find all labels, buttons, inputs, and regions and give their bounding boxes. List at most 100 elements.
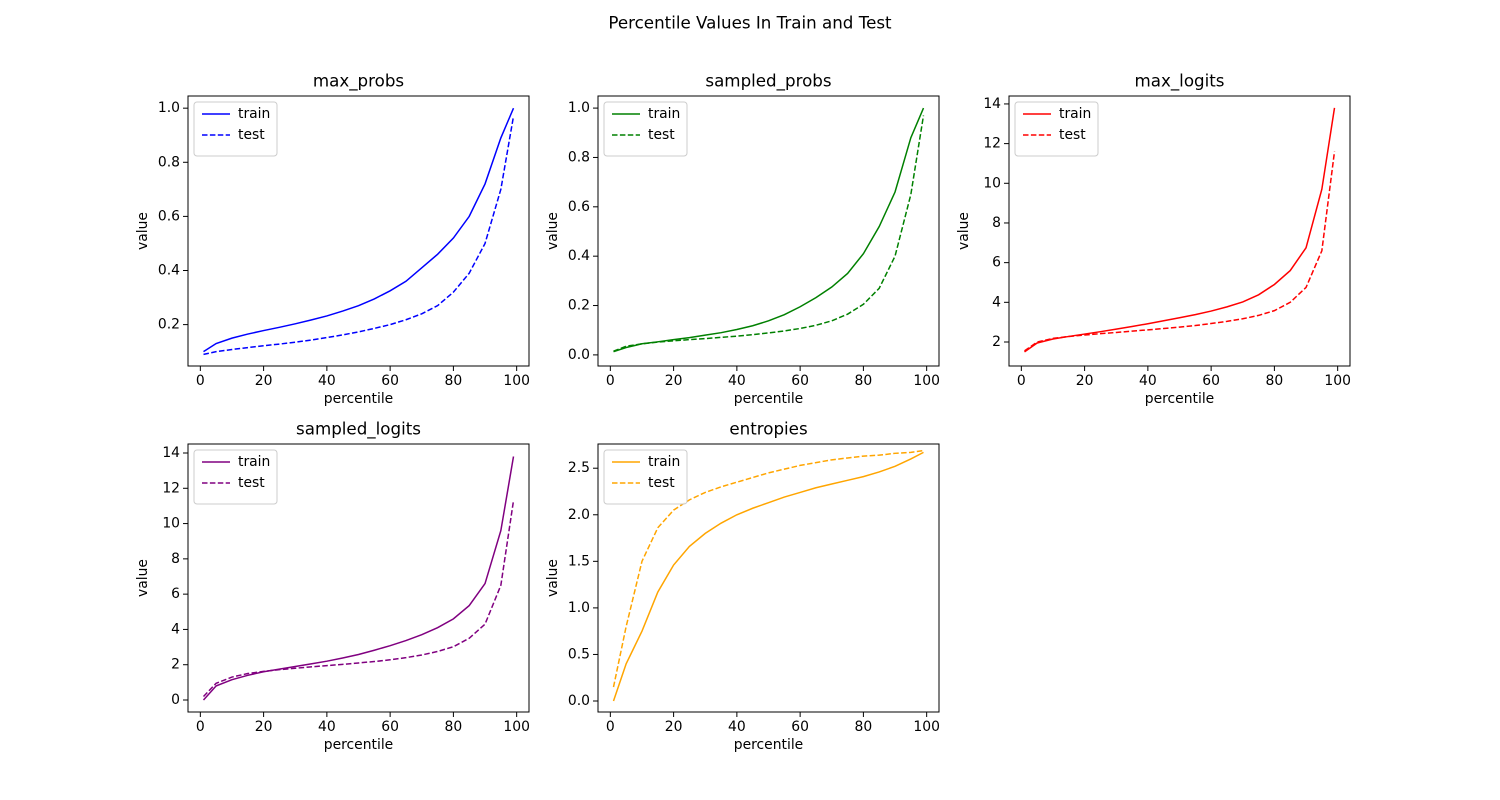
y-tick-label: 2 xyxy=(992,334,1001,350)
y-tick-label: 12 xyxy=(983,136,1001,152)
x-tick-label: 80 xyxy=(445,719,463,735)
y-tick-label: 0.0 xyxy=(568,693,590,709)
series-line xyxy=(203,116,515,356)
legend-box xyxy=(1014,101,1099,157)
y-tick-label: 0.2 xyxy=(568,298,590,314)
y-axis-label: value xyxy=(545,212,561,250)
legend-label: test xyxy=(238,127,265,143)
x-tick-label: 0 xyxy=(196,373,205,389)
y-tick-label: 6 xyxy=(992,255,1001,271)
legend-box xyxy=(193,449,278,505)
y-axis-label: value xyxy=(135,559,151,597)
y-axis-label: value xyxy=(545,559,561,597)
x-tick-label: 60 xyxy=(381,373,399,389)
series-line xyxy=(612,449,924,688)
y-tick-label: 0 xyxy=(171,692,180,708)
y-tick-label: 6 xyxy=(171,586,180,602)
y-tick-label: 8 xyxy=(992,215,1001,231)
legend-label: test xyxy=(1059,127,1086,143)
x-tick-label: 40 xyxy=(318,719,336,735)
x-tick-label: 80 xyxy=(855,719,873,735)
y-tick-label: 1.5 xyxy=(568,553,590,569)
legend-box xyxy=(193,101,278,157)
y-tick-label: 0.6 xyxy=(568,199,590,215)
y-tick-label: 0.6 xyxy=(158,208,180,224)
legend-label: test xyxy=(648,127,675,143)
series-line xyxy=(202,456,515,701)
x-tick-label: 20 xyxy=(1076,373,1094,389)
y-tick-label: 0.0 xyxy=(568,347,590,363)
series-line xyxy=(202,500,515,697)
x-tick-label: 100 xyxy=(503,373,530,389)
plot-frame xyxy=(187,95,530,367)
y-axis-label: value xyxy=(135,212,151,250)
series-line xyxy=(203,107,515,353)
legend-box xyxy=(603,449,688,505)
x-tick-label: 20 xyxy=(255,719,273,735)
legend-label: train xyxy=(238,454,270,470)
y-tick-label: 10 xyxy=(162,516,180,532)
series-line xyxy=(1024,107,1336,353)
x-tick-label: 20 xyxy=(665,373,683,389)
x-tick-label: 0 xyxy=(196,719,205,735)
x-tick-label: 100 xyxy=(913,719,940,735)
figure-title: Percentile Values In Train and Test xyxy=(608,13,892,33)
x-tick-label: 80 xyxy=(855,373,873,389)
subplot-title: max_probs xyxy=(313,71,404,92)
y-tick-label: 14 xyxy=(983,96,1001,112)
x-tick-label: 60 xyxy=(791,719,809,735)
plot-frame xyxy=(1008,95,1351,367)
legend-label: test xyxy=(648,475,675,491)
x-tick-label: 0 xyxy=(606,719,615,735)
plot-frame xyxy=(597,443,940,713)
x-tick-label: 100 xyxy=(1324,373,1351,389)
legend-label: test xyxy=(238,475,265,491)
plot-frame xyxy=(187,443,530,713)
legend-label: train xyxy=(648,106,680,122)
y-tick-label: 2.5 xyxy=(568,460,590,476)
x-tick-label: 0 xyxy=(1017,373,1026,389)
x-axis-label: percentile xyxy=(734,737,803,753)
x-axis-label: percentile xyxy=(1145,391,1214,407)
x-tick-label: 0 xyxy=(606,373,615,389)
x-tick-label: 40 xyxy=(728,719,746,735)
x-tick-label: 40 xyxy=(318,373,336,389)
series-line xyxy=(612,451,924,702)
legend-box xyxy=(603,101,688,157)
legend-label: train xyxy=(1059,106,1091,122)
x-tick-label: 20 xyxy=(255,373,273,389)
y-tick-label: 1.0 xyxy=(568,600,590,616)
subplot-title: max_logits xyxy=(1134,71,1224,92)
y-tick-label: 0.2 xyxy=(158,317,180,333)
x-tick-label: 40 xyxy=(1139,373,1157,389)
y-tick-label: 10 xyxy=(983,175,1001,191)
y-tick-label: 4 xyxy=(171,621,180,637)
x-axis-label: percentile xyxy=(324,391,393,407)
subplot-title: sampled_probs xyxy=(705,71,831,92)
legend-label: train xyxy=(648,454,680,470)
y-tick-label: 1.0 xyxy=(568,100,590,116)
series-line xyxy=(1024,151,1336,352)
y-tick-label: 2 xyxy=(171,657,180,673)
x-axis-label: percentile xyxy=(324,737,393,753)
y-tick-label: 12 xyxy=(162,480,180,496)
subplot-title: sampled_logits xyxy=(296,419,421,440)
x-tick-label: 60 xyxy=(791,373,809,389)
x-tick-label: 100 xyxy=(913,373,940,389)
y-tick-label: 14 xyxy=(162,445,180,461)
x-tick-label: 20 xyxy=(665,719,683,735)
x-tick-label: 60 xyxy=(1202,373,1220,389)
y-tick-label: 0.4 xyxy=(158,262,180,278)
x-tick-label: 80 xyxy=(1266,373,1284,389)
x-tick-label: 60 xyxy=(381,719,399,735)
x-tick-label: 100 xyxy=(503,719,530,735)
y-tick-label: 0.5 xyxy=(568,646,590,662)
y-axis-label: value xyxy=(956,212,972,250)
x-axis-label: percentile xyxy=(734,391,803,407)
y-tick-label: 8 xyxy=(171,551,180,567)
y-tick-label: 1.0 xyxy=(158,100,180,116)
y-tick-label: 0.8 xyxy=(158,154,180,170)
subplot-title: entropies xyxy=(729,419,807,439)
